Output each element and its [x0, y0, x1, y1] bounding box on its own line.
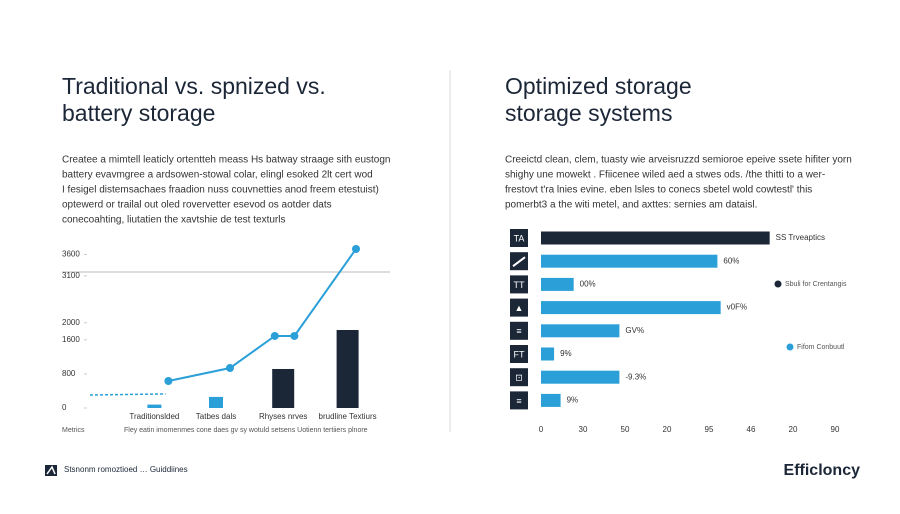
bar-annotation: 9%: [560, 349, 572, 358]
line-point: [290, 331, 299, 340]
bar-annotation: -9.3%: [625, 372, 646, 381]
x-tick-label: 95: [705, 425, 714, 434]
bar: [147, 404, 162, 408]
footer-brand: Efficloncy: [784, 462, 861, 479]
y-tick-label: 1600: [62, 335, 80, 344]
row-icon-label: TA: [514, 233, 525, 243]
panel-description: Creeictd clean, clem, tuasty wie arveisr…: [505, 155, 852, 166]
line-point: [164, 377, 173, 386]
row-icon: [510, 368, 528, 387]
row-icon-label: ⊡: [515, 373, 523, 383]
bar-annotation: 00%: [580, 280, 596, 289]
y-tick-label: 3100: [62, 271, 80, 280]
row-icon-label: TT: [514, 280, 525, 290]
legend-label: Sbuli for Crentangis: [785, 281, 847, 288]
line-point: [226, 364, 234, 373]
panel-description: pomerbt3 a the witi metel, and axttes: s…: [505, 200, 757, 211]
x-tick-label: 30: [579, 425, 588, 434]
y-tick-label: 0: [62, 403, 67, 412]
panel-description: optewerd or trailal out oled rovervetter…: [62, 200, 332, 211]
legend-label: Fifom Conbuutl: [797, 344, 845, 351]
row-icon: [510, 275, 528, 294]
x-tick-label: 20: [789, 425, 798, 434]
panel-title: battery storage: [62, 100, 215, 126]
line-point: [352, 244, 360, 253]
row-icon-label: ≡: [516, 396, 521, 406]
x-tick-label: Traditionslded: [129, 412, 179, 421]
bar: [209, 396, 223, 408]
row-icon: [510, 391, 528, 410]
panel-description: shighy une mowekt . Ffiicenee wiled aed …: [505, 170, 825, 181]
y-tick-label: 3600: [62, 250, 80, 259]
x-tick-label: 0: [539, 425, 544, 434]
row-icon-label: FT: [514, 349, 525, 359]
row-icon: [510, 321, 528, 340]
row-icon: [510, 345, 528, 363]
panel-description: battery evavmgree a ardsowen-stowal cola…: [62, 170, 373, 181]
bar-annotation: 9%: [567, 396, 579, 405]
bar: [541, 324, 620, 338]
panel-title: Optimized storage: [505, 73, 692, 99]
bar: [541, 347, 555, 361]
bar-annotation: 60%: [723, 256, 739, 265]
row-icon-stroke: [512, 256, 526, 268]
panel-description: conecoahting, liutatien the xavtshie de …: [62, 215, 285, 226]
footer-note: Stsnonm romoztioed … Guiddiines: [64, 465, 188, 474]
legend-swatch: [786, 343, 794, 351]
y-tick-label: 800: [62, 369, 76, 378]
line-point: [270, 331, 279, 340]
row-icon-label: ≡: [516, 326, 521, 336]
x-tick-label: Tatbes dals: [196, 412, 236, 421]
x-tick-label: Rhyses nrves: [259, 412, 307, 421]
x-tick-label: 50: [621, 425, 630, 434]
bar: [541, 277, 574, 291]
bar-annotation: SS Trveaptics: [776, 233, 825, 242]
bar: [541, 301, 721, 315]
x-tick-label: 90: [831, 425, 840, 434]
caption: Fley eatin imomenmes cone daes gv sy wot…: [124, 427, 368, 434]
x-tick-label: brudline Textiurs: [319, 412, 377, 421]
panel-title: Traditional vs. spnized vs.: [62, 73, 326, 99]
bar-annotation: GV%: [625, 326, 644, 335]
y-tick-label: 2000: [62, 318, 80, 327]
x-tick-label: 46: [747, 425, 756, 434]
panel-title: storage systems: [505, 100, 672, 126]
panel-description: I fesigel distemsachaes fraadion nuss co…: [62, 185, 379, 196]
bar: [541, 393, 561, 407]
line: [89, 393, 166, 396]
panel-description: Createe a mimtell leaticly ortentteh mea…: [62, 155, 391, 166]
row-icon-label: ▲: [515, 303, 524, 313]
bar: [541, 231, 770, 245]
bar: [272, 368, 295, 408]
legend-swatch: [774, 280, 782, 288]
bar: [541, 370, 620, 384]
footer-logo: [45, 465, 57, 476]
row-icon: [510, 229, 528, 247]
x-axis-label: Metrics: [62, 427, 85, 434]
bar: [336, 329, 359, 408]
panel-description: frestovt t'ra lnies evine. eben lsles to…: [505, 185, 812, 196]
bar-annotation: v0F%: [727, 303, 747, 312]
bar: [541, 254, 718, 268]
row-icon: [510, 298, 528, 317]
x-tick-label: 20: [663, 425, 672, 434]
